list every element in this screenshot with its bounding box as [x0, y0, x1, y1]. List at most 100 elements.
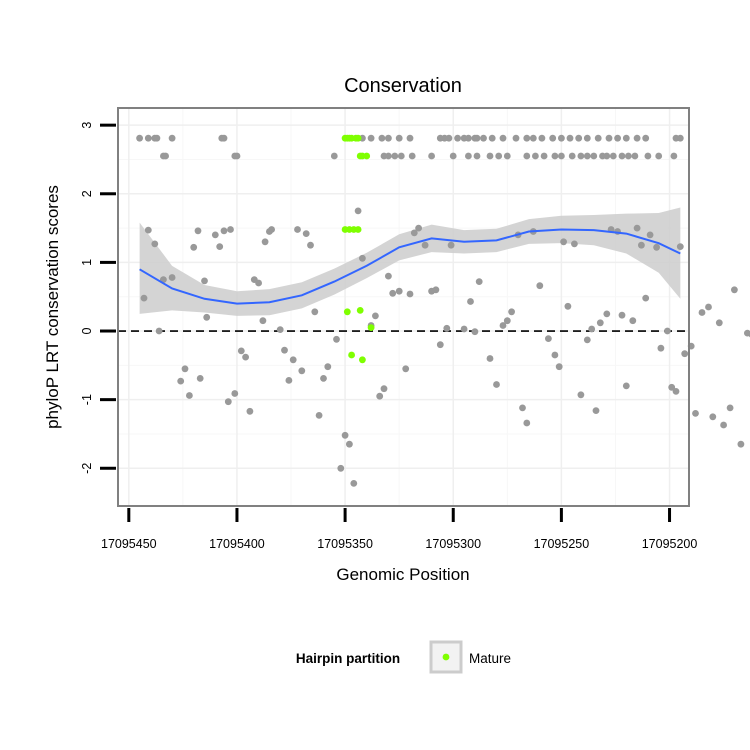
- point-other: [246, 407, 254, 415]
- point-other: [605, 134, 613, 142]
- point-other: [657, 344, 665, 352]
- point-other: [499, 134, 507, 142]
- point-other: [633, 134, 641, 142]
- point-other: [408, 152, 416, 160]
- point-other: [698, 309, 706, 316]
- point-other: [421, 241, 429, 249]
- point-other: [668, 383, 676, 391]
- point-other: [449, 152, 457, 160]
- point-other: [737, 440, 745, 448]
- point-other: [625, 152, 632, 160]
- legend-label-mature: Mature: [469, 651, 511, 666]
- point-other: [549, 134, 557, 142]
- point-other: [153, 134, 161, 142]
- smooth-line-group: [139, 228, 681, 305]
- point-mature: [363, 152, 371, 160]
- point-other: [540, 152, 548, 160]
- point-other: [367, 134, 375, 142]
- point-other: [324, 363, 332, 371]
- point-other: [551, 351, 559, 359]
- point-mature: [367, 324, 375, 331]
- point-other: [731, 286, 738, 294]
- point-other: [603, 310, 611, 318]
- point-other: [705, 303, 712, 311]
- point-other: [311, 308, 319, 316]
- point-other: [588, 325, 596, 333]
- point-other: [298, 367, 306, 375]
- point-other: [471, 328, 479, 336]
- point-other: [633, 224, 641, 232]
- point-other: [568, 152, 576, 160]
- point-other: [596, 319, 604, 327]
- point-other: [503, 152, 511, 160]
- point-other: [465, 134, 472, 142]
- point-mature: [354, 226, 362, 233]
- x-axis-title: Genomic Position: [336, 565, 469, 584]
- point-other: [302, 230, 310, 238]
- point-other: [151, 240, 159, 248]
- point-other: [285, 377, 293, 384]
- point-other: [577, 391, 585, 399]
- point-other: [140, 294, 148, 302]
- point-other: [378, 134, 386, 142]
- point-other: [220, 227, 228, 235]
- point-other: [558, 134, 565, 142]
- point-other: [646, 231, 654, 239]
- point-other: [261, 238, 269, 246]
- point-other: [337, 464, 345, 472]
- point-other: [638, 241, 645, 249]
- point-other: [508, 308, 515, 316]
- point-other: [231, 390, 239, 397]
- point-other: [162, 152, 170, 160]
- point-other: [473, 152, 481, 160]
- point-other: [432, 286, 440, 294]
- point-other: [211, 231, 219, 239]
- point-other: [385, 134, 392, 142]
- point-other: [402, 365, 410, 373]
- point-other: [538, 134, 546, 142]
- point-mature: [359, 356, 366, 364]
- point-other: [194, 227, 202, 235]
- point-other: [406, 134, 414, 142]
- point-other: [391, 152, 399, 160]
- point-other: [410, 229, 418, 237]
- y-tick-label: -2: [80, 463, 94, 474]
- point-other: [564, 302, 572, 310]
- point-other: [259, 317, 267, 325]
- smooth-line: [139, 228, 681, 305]
- point-other: [592, 407, 600, 414]
- point-other: [454, 134, 461, 142]
- point-other: [428, 152, 435, 160]
- point-other: [276, 326, 284, 333]
- point-other: [389, 289, 397, 297]
- point-other: [653, 243, 660, 251]
- point-other: [196, 375, 204, 382]
- point-other: [532, 152, 539, 160]
- point-other: [594, 134, 602, 142]
- point-other: [475, 278, 483, 285]
- point-other: [480, 134, 487, 142]
- point-mature: [356, 307, 364, 314]
- point-other: [315, 412, 323, 419]
- point-other: [181, 365, 189, 373]
- point-other: [233, 152, 241, 160]
- point-other: [503, 317, 511, 325]
- point-other: [618, 152, 626, 160]
- point-mature: [343, 308, 351, 316]
- point-other: [376, 392, 384, 400]
- y-axis-title: phyloP LRT conservation scores: [43, 185, 62, 429]
- point-other: [583, 134, 591, 142]
- point-other: [545, 335, 552, 342]
- point-other: [670, 152, 678, 160]
- x-tick-label: 17095250: [534, 537, 590, 551]
- y-tick-label: 2: [80, 190, 94, 197]
- point-other: [144, 226, 152, 234]
- point-other: [445, 134, 453, 142]
- point-other: [486, 152, 494, 160]
- point-other: [655, 152, 663, 160]
- point-other: [460, 325, 468, 333]
- point-other: [136, 134, 144, 142]
- point-other: [395, 287, 403, 295]
- legend: Hairpin partition Mature: [296, 640, 511, 674]
